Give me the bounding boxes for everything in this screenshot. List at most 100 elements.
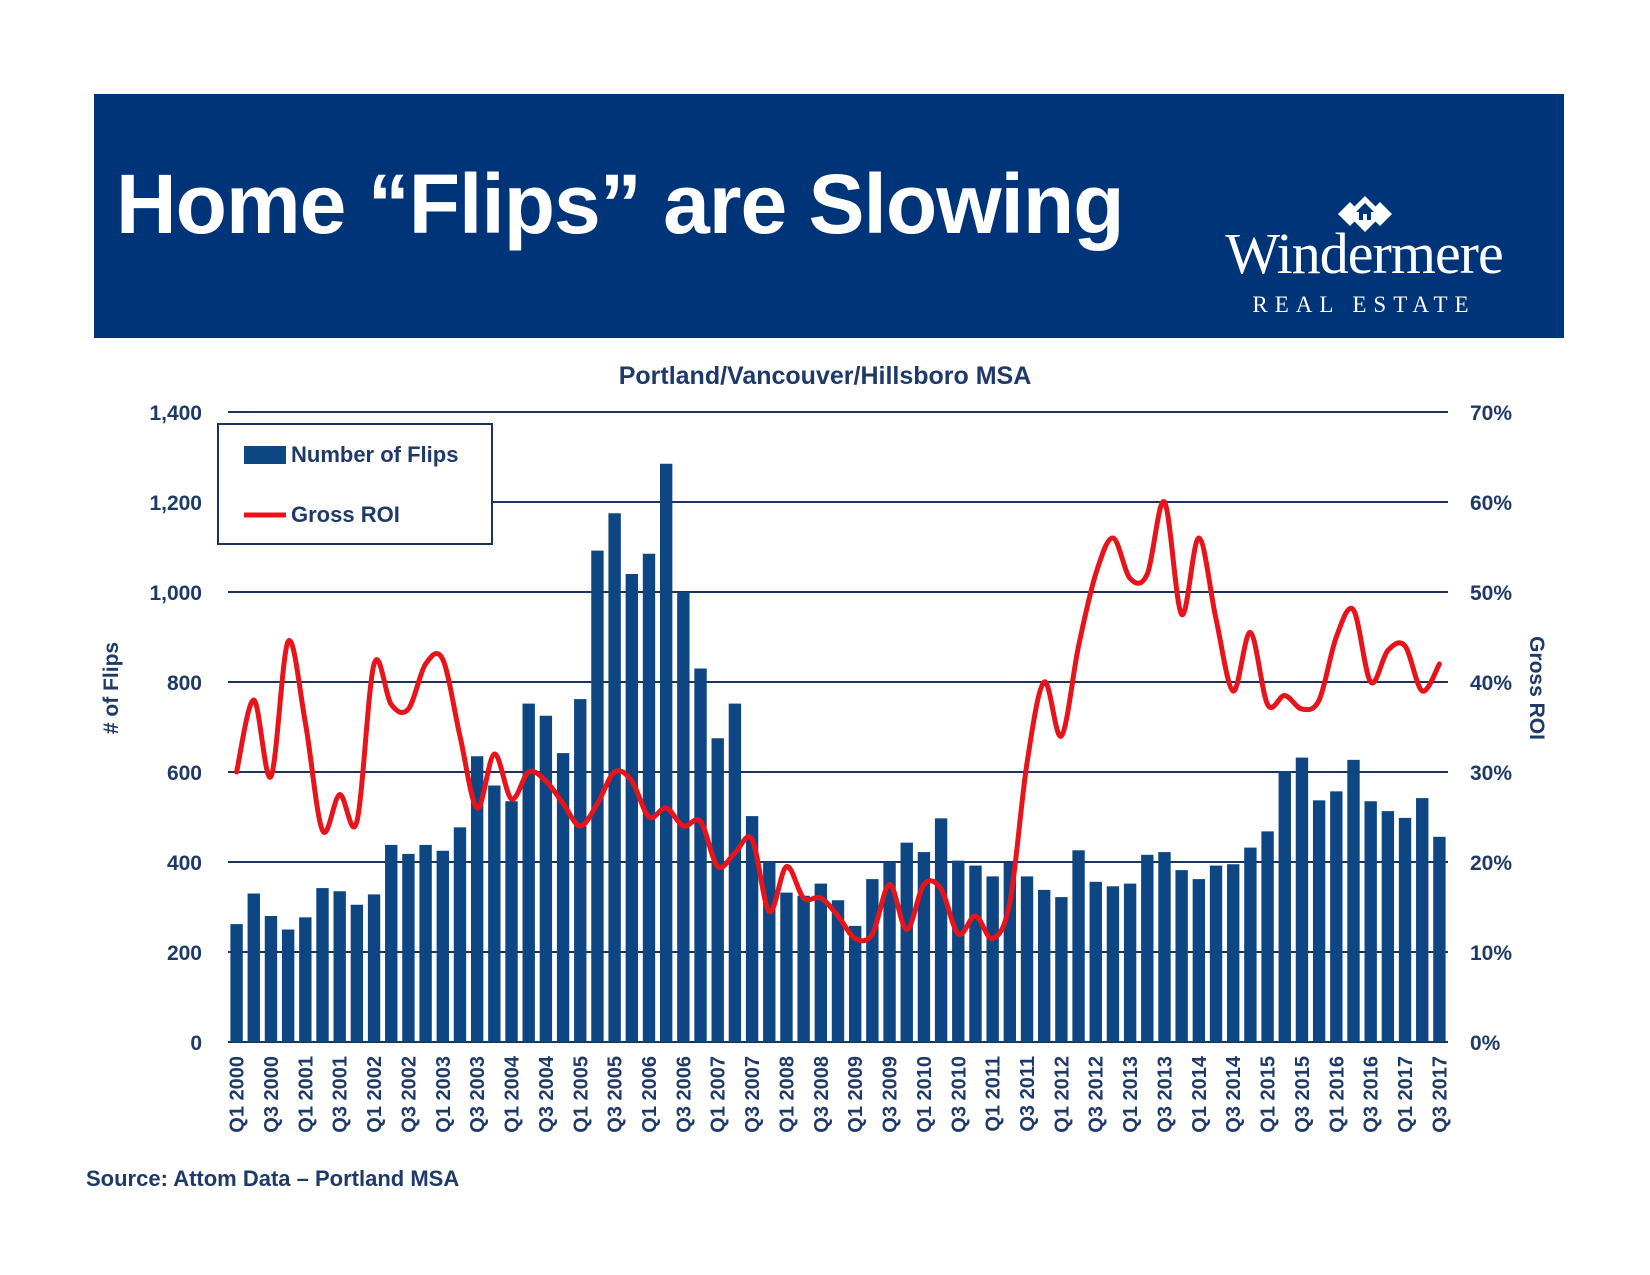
x-tick-label: Q1 2005 — [570, 1056, 592, 1133]
bar — [522, 703, 535, 1042]
x-tick-label: Q1 2012 — [1051, 1056, 1073, 1133]
bar — [574, 699, 587, 1042]
bar — [539, 715, 553, 1042]
bar — [281, 929, 295, 1042]
bar — [1227, 864, 1240, 1042]
x-tick-label: Q1 2000 — [227, 1056, 249, 1133]
x-tick-label: Q1 2006 — [639, 1056, 661, 1133]
x-tick-label: Q3 2013 — [1154, 1056, 1176, 1133]
bar — [419, 844, 432, 1042]
windermere-logo: Windermere REAL ESTATE — [1194, 194, 1534, 317]
bar — [694, 668, 707, 1042]
x-tick-label: Q3 2002 — [398, 1056, 420, 1133]
legend-label-roi: Gross ROI — [291, 502, 400, 527]
y2-tick-label: 20% — [1470, 852, 1512, 875]
x-tick-label: Q1 2008 — [776, 1056, 798, 1133]
diamond-house-icon — [1338, 196, 1392, 232]
x-tick-label: Q1 2011 — [983, 1056, 1005, 1132]
x-tick-label: Q1 2001 — [295, 1056, 317, 1133]
header-banner: Home “Flips” are Slowing Windermere REAL… — [94, 94, 1564, 338]
x-tick-label: Q3 2008 — [811, 1056, 833, 1133]
y-tick-label: 0 — [190, 1032, 202, 1055]
y-tick-label: 400 — [167, 852, 202, 875]
x-tick-label: Q3 2007 — [742, 1056, 764, 1133]
bar — [1072, 850, 1085, 1042]
x-tick-label: Q1 2004 — [502, 1055, 524, 1133]
bar — [1416, 798, 1429, 1042]
y2-tick-label: 70% — [1470, 402, 1512, 425]
bar — [883, 862, 896, 1042]
bar — [316, 888, 329, 1042]
bar — [350, 904, 364, 1042]
bar — [505, 801, 518, 1042]
bar — [797, 895, 810, 1042]
bar — [848, 925, 862, 1042]
bar — [264, 916, 278, 1042]
y-tick-label: 1,400 — [149, 402, 202, 425]
x-tick-label: Q3 2012 — [1086, 1056, 1108, 1133]
y2-tick-label: 0% — [1470, 1032, 1501, 1055]
bar — [333, 891, 346, 1042]
x-tick-label: Q1 2013 — [1120, 1056, 1142, 1133]
y-axis-title: # of Flips — [100, 642, 123, 734]
x-tick-label: Q1 2017 — [1395, 1056, 1417, 1133]
legend-swatch-flips — [244, 446, 286, 464]
bar — [1261, 831, 1274, 1042]
bar — [831, 900, 845, 1042]
bar — [711, 738, 724, 1042]
x-tick-label: Q3 2015 — [1292, 1056, 1314, 1133]
x-tick-label: Q3 2000 — [261, 1056, 283, 1133]
roi-line — [234, 499, 1442, 944]
y2-tick-label: 50% — [1470, 582, 1512, 605]
bar — [367, 894, 381, 1042]
bar — [1123, 883, 1137, 1042]
x-tick-label: Q1 2010 — [914, 1056, 936, 1133]
x-tick-label: Q3 2003 — [467, 1056, 489, 1133]
x-tick-label: Q3 2001 — [330, 1056, 352, 1133]
bar — [1347, 759, 1360, 1042]
legend-label-flips: Number of Flips — [291, 442, 458, 467]
bar — [591, 550, 604, 1042]
x-tick-label: Q1 2015 — [1258, 1056, 1280, 1133]
y2-tick-label: 40% — [1470, 672, 1512, 695]
bar — [556, 753, 570, 1042]
bar — [608, 513, 621, 1042]
bar — [659, 463, 673, 1042]
chart-title: Portland/Vancouver/Hillsboro MSA — [619, 362, 1032, 390]
bar — [1158, 852, 1171, 1042]
logo-subtitle: REAL ESTATE — [1252, 292, 1476, 317]
x-tick-label: Q3 2010 — [948, 1056, 970, 1133]
y-tick-label: 1,200 — [149, 492, 202, 515]
x-tick-label: Q1 2002 — [364, 1056, 386, 1133]
x-tick-label: Q3 2014 — [1223, 1055, 1245, 1133]
logo-name: Windermere — [1225, 221, 1504, 286]
bar — [642, 553, 656, 1042]
bar — [1278, 771, 1291, 1042]
bar — [745, 816, 759, 1042]
bar — [1244, 847, 1257, 1042]
x-tick-label: Q3 2017 — [1429, 1056, 1451, 1133]
x-tick-label: Q1 2009 — [845, 1056, 867, 1133]
bar — [814, 883, 828, 1042]
bar — [247, 893, 260, 1042]
bar — [1192, 879, 1206, 1042]
bar — [625, 574, 638, 1042]
x-tick-label: Q1 2003 — [433, 1056, 455, 1133]
x-tick-label: Q1 2016 — [1326, 1056, 1348, 1133]
bar — [1141, 854, 1154, 1042]
bar — [402, 853, 415, 1042]
bar — [728, 703, 742, 1042]
bar — [436, 850, 449, 1042]
x-tick-label: Q1 2007 — [708, 1056, 730, 1133]
bar — [677, 592, 690, 1042]
x-tick-label: Q3 2009 — [880, 1056, 902, 1133]
bar — [1089, 881, 1102, 1042]
legend-box — [217, 423, 493, 545]
bar — [299, 917, 312, 1042]
bar — [230, 924, 243, 1042]
y-tick-label: 600 — [167, 762, 202, 785]
bar — [385, 844, 398, 1042]
bar — [1295, 757, 1309, 1042]
bar — [934, 818, 948, 1042]
